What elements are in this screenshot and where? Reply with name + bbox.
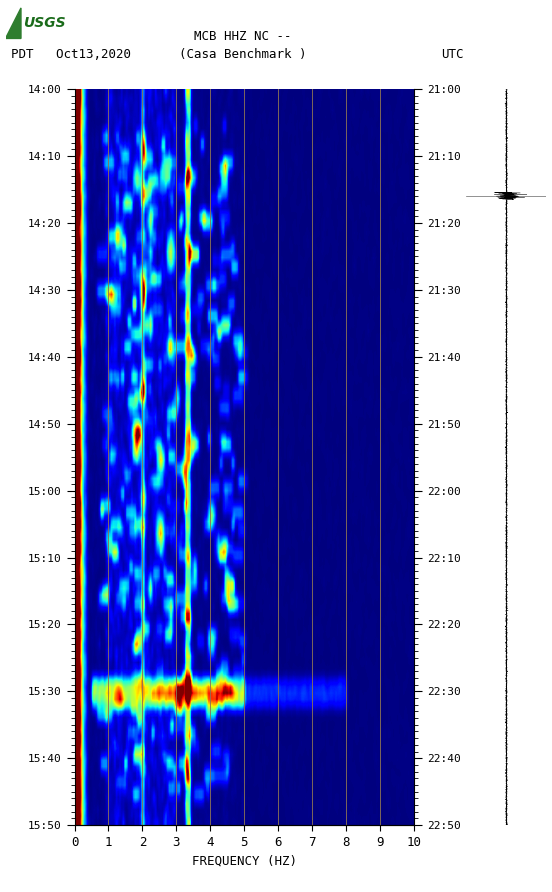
X-axis label: FREQUENCY (HZ): FREQUENCY (HZ) <box>192 854 297 867</box>
Polygon shape <box>6 8 21 38</box>
Text: MCB HHZ NC --: MCB HHZ NC -- <box>194 29 291 43</box>
Text: UTC: UTC <box>442 47 464 61</box>
Text: (Casa Benchmark ): (Casa Benchmark ) <box>179 47 306 61</box>
Text: USGS: USGS <box>23 16 66 30</box>
Text: PDT   Oct13,2020: PDT Oct13,2020 <box>11 47 131 61</box>
